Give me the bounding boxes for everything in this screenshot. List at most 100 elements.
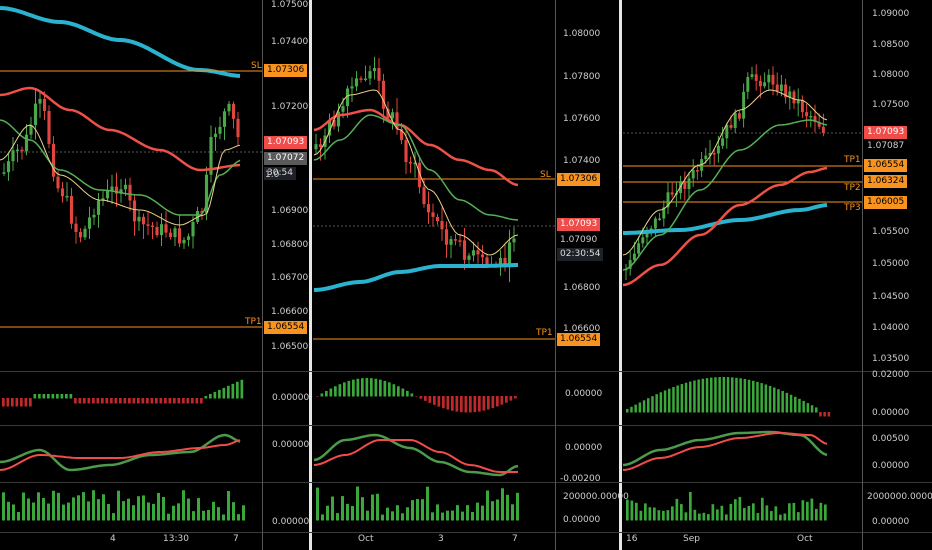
volume-bar <box>67 502 70 521</box>
candle-body <box>218 126 222 134</box>
osc-label: 2000000.00000 <box>867 492 932 502</box>
candle-body <box>110 186 114 192</box>
candle-body <box>15 149 20 152</box>
candle-body <box>733 113 737 128</box>
osc-bar <box>505 396 508 403</box>
candle-body <box>395 112 399 130</box>
candle-body <box>318 144 323 147</box>
volume-bar <box>346 503 349 521</box>
osc-label: 200000.00000 <box>563 492 629 502</box>
volume-bar <box>7 501 10 521</box>
osc-bar <box>47 394 50 399</box>
volume-bar <box>481 505 484 521</box>
osc-bar <box>500 396 504 405</box>
tp1-price-tag: 1.06554 <box>557 333 601 346</box>
volume-bar <box>147 502 150 521</box>
ma-red-line <box>622 166 828 287</box>
candle-body <box>29 125 33 135</box>
osc-bar <box>634 404 637 413</box>
candle-body <box>742 91 746 119</box>
time-label: 16 <box>626 534 638 544</box>
volume-bar <box>152 503 155 521</box>
candle-body <box>390 112 395 119</box>
volume-bar <box>675 498 679 521</box>
candle-body <box>399 129 404 141</box>
candle-body <box>182 239 186 244</box>
candle-body <box>177 228 182 244</box>
signal-green-line <box>313 433 519 477</box>
osc-bar <box>182 398 185 404</box>
volume-bar <box>336 513 339 521</box>
osc-bar <box>509 396 513 401</box>
osc-bar <box>433 396 436 405</box>
volume-bar <box>421 499 424 521</box>
candle-body <box>87 217 92 229</box>
volume-bar <box>644 503 647 521</box>
volume-bar <box>451 510 454 521</box>
volume-bar <box>97 499 100 521</box>
candle-body <box>74 223 78 232</box>
volume-bar <box>711 504 715 521</box>
tp1-price-tag: 1.06554 <box>864 159 908 172</box>
volume-bar <box>142 495 145 521</box>
osc-bar <box>141 398 145 404</box>
signal-green-line <box>0 433 241 472</box>
volume-bar <box>738 496 742 521</box>
osc-bar <box>20 398 23 407</box>
price-axis[interactable] <box>262 0 263 550</box>
candle-body <box>6 161 11 173</box>
osc-bar <box>827 412 831 417</box>
osc-label: 0.02000 <box>872 370 910 380</box>
candle-body <box>354 78 359 87</box>
osc-bar <box>231 383 235 399</box>
volume-bar <box>172 505 175 521</box>
price-label: 1.07200 <box>271 102 309 112</box>
price-axis[interactable] <box>555 0 556 550</box>
volume-bar <box>774 506 778 521</box>
price-label: 1.07400 <box>563 156 601 166</box>
osc-bar <box>647 398 650 413</box>
price-label: 1.07800 <box>563 72 601 82</box>
volume-bar <box>756 513 760 521</box>
volume-bar <box>386 507 389 521</box>
osc-label: 0.00000 <box>272 393 310 403</box>
volume-bar <box>127 498 130 521</box>
osc-bar <box>356 378 360 397</box>
osc-bar <box>446 396 450 410</box>
osc-bar <box>496 396 499 407</box>
osc-bar <box>92 398 95 404</box>
osc-bar <box>2 398 5 407</box>
price-label-partial: 1.0 <box>265 170 280 180</box>
osc-bar <box>810 405 814 413</box>
osc-bar <box>236 381 239 399</box>
volume-bar <box>471 511 474 521</box>
signal-red-line <box>0 439 241 471</box>
volume-bar <box>506 494 509 521</box>
osc-bar <box>33 394 37 399</box>
osc-bar <box>42 394 46 399</box>
price-axis[interactable] <box>862 0 863 550</box>
volume-bar <box>132 505 135 521</box>
candle-body <box>368 71 372 79</box>
osc-bar <box>442 396 445 409</box>
osc-bar <box>74 398 77 404</box>
osc-bar <box>29 398 32 407</box>
osc-label: 0.00000 <box>872 461 910 471</box>
volume-bar <box>371 494 374 521</box>
volume-bar <box>426 486 429 521</box>
tp1-level-label: TP1 <box>844 155 861 165</box>
candle-body <box>716 145 720 154</box>
candle-body <box>771 74 775 85</box>
candle-body <box>767 74 771 83</box>
candle-body <box>704 155 708 160</box>
candle-body <box>60 188 65 197</box>
volume-bar <box>436 504 439 521</box>
volume-bar <box>177 503 180 521</box>
osc-bar <box>693 380 696 413</box>
osc-label: 0.00000 <box>872 408 910 418</box>
osc-bar <box>451 396 454 411</box>
osc-bar <box>743 378 747 413</box>
volume-bar <box>27 498 30 521</box>
candle-body <box>92 214 96 218</box>
